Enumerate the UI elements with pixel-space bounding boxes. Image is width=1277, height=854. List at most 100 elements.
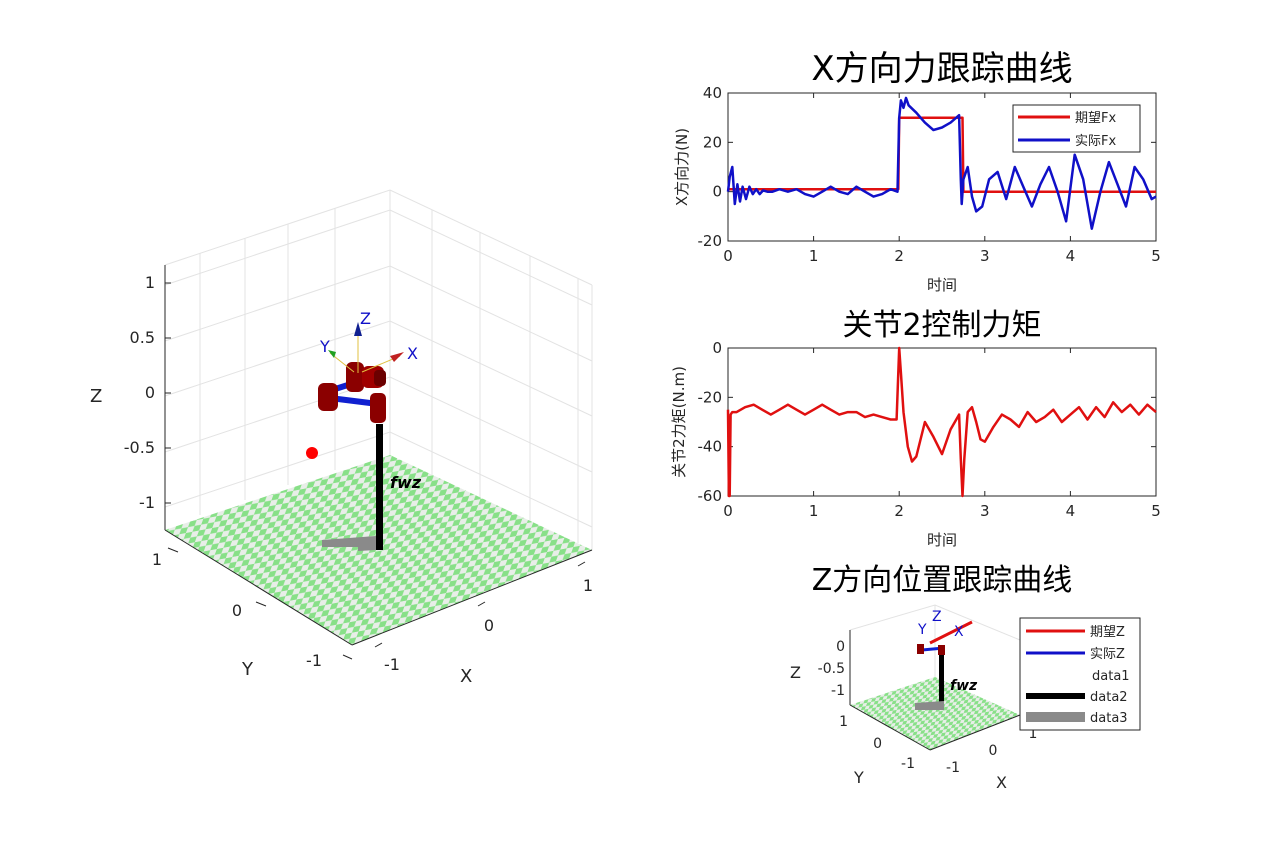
legend-entry: data3 bbox=[1090, 711, 1128, 726]
z-tick-label: 0.5 bbox=[130, 328, 155, 347]
x-tick-label: 2 bbox=[894, 247, 904, 265]
x-tick-label: 1 bbox=[583, 576, 593, 595]
y-tick-label: 40 bbox=[703, 84, 722, 102]
robot-model: Z X Y fwz bbox=[306, 309, 422, 551]
z-tick-label: 0 bbox=[836, 639, 845, 655]
z-tick-label: -1 bbox=[139, 493, 155, 512]
x-tick-label: 1 bbox=[1029, 726, 1038, 742]
scene-axes bbox=[164, 265, 593, 660]
frame-x-label: X bbox=[407, 344, 418, 363]
robot-joint bbox=[346, 362, 364, 392]
legend-entry: 实际Z bbox=[1090, 647, 1125, 662]
x-tick-label: 3 bbox=[980, 502, 990, 520]
frame-y-label: Y bbox=[319, 337, 330, 356]
y-tick-label: -20 bbox=[698, 232, 723, 250]
y-tick-label: -20 bbox=[698, 388, 723, 406]
chart-title: Z方向位置跟踪曲线 bbox=[812, 563, 1073, 598]
robot-joint bbox=[370, 393, 386, 423]
legend-entry: data2 bbox=[1090, 690, 1128, 705]
z-tick-label: -0.5 bbox=[818, 661, 845, 677]
chart-z-position: Z方向位置跟踪曲线 0 -0.5 -1 1 0 -1 - bbox=[790, 563, 1141, 792]
chart-title: X方向力跟踪曲线 bbox=[811, 49, 1072, 89]
z-axis-label: Z bbox=[790, 663, 801, 682]
y-tick-label: 0 bbox=[232, 601, 242, 620]
y-axis-label: X方向力(N) bbox=[673, 128, 691, 206]
x-tick-label: -1 bbox=[384, 655, 400, 674]
z-tick-label: -0.5 bbox=[124, 438, 155, 457]
legend-box bbox=[1012, 104, 1141, 153]
y-tick-label: 0 bbox=[712, 183, 722, 201]
y-tick-label: -1 bbox=[901, 756, 915, 772]
x-axis-label: 时间 bbox=[927, 276, 957, 294]
legend: 期望Fx 实际Fx bbox=[1012, 104, 1141, 153]
x-tick-label: 0 bbox=[989, 743, 998, 759]
tick-group: 0 1 2 3 4 5 -60 -40 -20 0 bbox=[698, 339, 1161, 520]
x-tick-label: 5 bbox=[1151, 247, 1161, 265]
series-group bbox=[726, 96, 1157, 230]
mini-robot-base bbox=[915, 701, 944, 710]
robot-scene-3d: 1 0.5 0 -0.5 -1 1 0 -1 -1 0 1 Z Y X bbox=[90, 189, 593, 687]
frame-z-arrow bbox=[354, 322, 362, 336]
y-axis-label: Y bbox=[241, 659, 254, 680]
frame-x-arrow bbox=[390, 352, 404, 362]
y-tick-label: 1 bbox=[839, 714, 848, 730]
legend-entry: 期望Fx bbox=[1075, 110, 1116, 126]
chart-title: 关节2控制力矩 bbox=[842, 308, 1041, 343]
x-tick-label: 1 bbox=[809, 247, 819, 265]
x-tick-label: 4 bbox=[1066, 502, 1076, 520]
y-tick-label: 0 bbox=[873, 736, 882, 752]
mini-floor bbox=[850, 677, 1020, 750]
legend-entry: data1 bbox=[1092, 669, 1130, 684]
z-axis-label: Z bbox=[90, 386, 102, 407]
x-tick-label: 1 bbox=[809, 502, 819, 520]
legend: 期望Z 实际Z data1 data2 data3 bbox=[1019, 617, 1141, 731]
x-tick-label: 0 bbox=[484, 616, 494, 635]
robot-joint bbox=[374, 370, 386, 386]
x-axis-label: 时间 bbox=[927, 531, 957, 549]
legend-entry: 实际Fx bbox=[1075, 134, 1116, 149]
robot-joint bbox=[318, 383, 338, 411]
y-axis-label: Y bbox=[853, 768, 864, 787]
chart-joint2-torque: 0 1 2 3 4 5 -60 -40 -20 0 关节2控制力矩 时间 关节2力矩(N.m) bbox=[670, 308, 1161, 549]
y-tick-label: 1 bbox=[152, 550, 162, 569]
x-tick-label: 4 bbox=[1066, 247, 1076, 265]
frame-z-label: Z bbox=[360, 309, 371, 328]
y-tick-label: 20 bbox=[703, 133, 722, 151]
mini-robot-name: fwz bbox=[950, 678, 978, 694]
y-axis-label: 关节2力矩(N.m) bbox=[670, 366, 688, 478]
z-tick-label: -1 bbox=[831, 683, 845, 699]
mini-robot: Z X Y fwz bbox=[915, 609, 978, 710]
series-group bbox=[726, 346, 1157, 498]
series-line bbox=[726, 96, 1157, 230]
x-tick-label: 2 bbox=[894, 502, 904, 520]
mini-axes bbox=[849, 630, 1021, 751]
x-axis-label: X bbox=[460, 666, 472, 687]
scene-grid bbox=[164, 189, 593, 550]
legend-entry: 期望Z bbox=[1090, 624, 1125, 640]
frame-z-label: Z bbox=[932, 609, 942, 625]
x-tick-label: 3 bbox=[980, 247, 990, 265]
x-tick-label: 0 bbox=[723, 502, 733, 520]
mini-robot-pedestal bbox=[939, 655, 944, 707]
robot-base-shadow bbox=[322, 536, 376, 551]
x-tick-label: -1 bbox=[946, 760, 960, 776]
desired-z-trace bbox=[929, 620, 973, 645]
z-tick-label: 0 bbox=[145, 383, 155, 402]
plot-area bbox=[727, 347, 1157, 497]
mini-tick-labels: 0 -0.5 -1 1 0 -1 -1 0 1 Z Y X bbox=[790, 639, 1037, 792]
mini-robot-joint bbox=[938, 645, 945, 655]
frame-x-label: X bbox=[954, 624, 964, 640]
robot-name-label: fwz bbox=[390, 473, 422, 492]
legend-box bbox=[1019, 617, 1141, 731]
x-tick-label: 5 bbox=[1151, 502, 1161, 520]
z-tick-label: 1 bbox=[145, 273, 155, 292]
frame-y-arrow bbox=[328, 350, 336, 358]
scene-tick-labels: 1 0.5 0 -0.5 -1 1 0 -1 -1 0 1 Z Y X bbox=[90, 273, 593, 687]
x-axis-label: X bbox=[996, 773, 1007, 792]
y-tick-label: -40 bbox=[698, 438, 723, 456]
frame-y-label: Y bbox=[917, 622, 927, 638]
series-line bbox=[728, 116, 1156, 193]
